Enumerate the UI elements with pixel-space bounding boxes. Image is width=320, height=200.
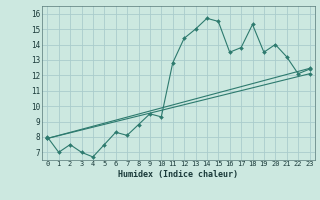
X-axis label: Humidex (Indice chaleur): Humidex (Indice chaleur) [118,170,238,179]
